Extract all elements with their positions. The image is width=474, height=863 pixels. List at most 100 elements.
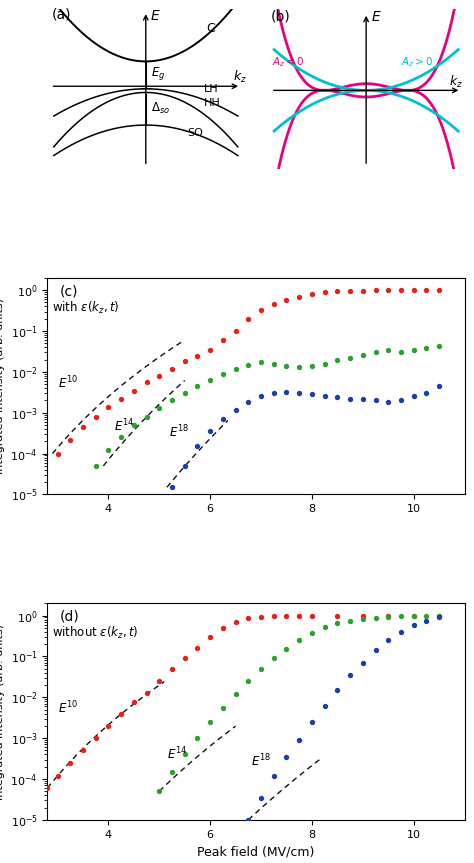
Point [410,389,418,403]
Point [384,395,392,409]
Point [435,339,443,353]
Point [206,630,214,644]
Point [130,419,137,432]
Point [410,609,418,623]
Point [245,612,252,626]
Point [435,379,443,393]
Text: $A_z < 0$: $A_z < 0$ [272,55,305,69]
Point [105,444,112,457]
Text: $E^{14}$: $E^{14}$ [114,418,134,434]
Point [118,431,125,444]
Point [359,656,366,670]
Point [245,674,252,688]
Point [397,609,405,623]
Point [118,707,125,721]
Point [92,459,100,473]
Point [295,733,303,746]
Point [384,610,392,624]
Point [257,610,265,624]
Text: without $\epsilon(k_z, t)$: without $\epsilon(k_z, t)$ [53,625,139,641]
Point [384,283,392,297]
Point [321,286,328,299]
Point [423,609,430,623]
Point [118,392,125,406]
Point [308,608,316,622]
Point [334,683,341,697]
Point [66,756,74,770]
Point [79,744,87,758]
Point [232,362,239,375]
Point [130,696,137,709]
Point [257,389,265,403]
Point [194,641,201,655]
Point [295,608,303,622]
Point [232,615,239,629]
Point [257,304,265,318]
Point [397,625,405,639]
Text: $E_g$: $E_g$ [152,65,166,82]
Point [232,324,239,338]
Point [372,283,379,297]
Point [283,293,290,306]
Point [283,750,290,764]
Text: (d): (d) [60,610,80,624]
Point [423,341,430,355]
Point [181,459,189,473]
Point [155,401,163,415]
Text: HH: HH [204,98,221,108]
Point [181,387,189,400]
Text: $A_z > 0$: $A_z > 0$ [401,55,433,69]
Point [384,608,392,622]
Point [181,355,189,369]
X-axis label: Peak field (MV/cm): Peak field (MV/cm) [197,845,315,858]
Point [334,390,341,404]
Point [155,674,163,688]
Text: with $\epsilon(k_z, t)$: with $\epsilon(k_z, t)$ [53,299,120,316]
Point [295,361,303,375]
Point [334,608,341,622]
Point [346,668,354,682]
Point [270,769,278,783]
Point [66,432,74,446]
Point [181,652,189,665]
Point [410,618,418,632]
Point [206,373,214,387]
Point [206,715,214,728]
Y-axis label: Integrated intensity (arb. units): Integrated intensity (arb. units) [0,298,5,474]
Point [359,392,366,406]
Text: $E^{10}$: $E^{10}$ [57,700,78,716]
Point [372,611,379,625]
Point [257,356,265,369]
Point [321,620,328,634]
Point [372,644,379,658]
Point [334,285,341,299]
Point [194,379,201,393]
Point [155,369,163,383]
Point [194,349,201,362]
Point [44,781,51,795]
Text: $E$: $E$ [150,9,160,23]
Point [270,298,278,312]
Point [321,389,328,403]
Point [397,283,405,297]
Point [423,387,430,400]
Text: (a): (a) [52,8,72,22]
Point [346,284,354,298]
Point [295,633,303,647]
Point [372,394,379,407]
Point [397,345,405,359]
Text: (c): (c) [60,285,78,299]
Point [168,394,176,407]
Point [168,362,176,375]
Text: $E^{18}$: $E^{18}$ [170,424,190,440]
Point [54,447,61,461]
Point [283,609,290,623]
Point [308,626,316,639]
Point [219,701,227,715]
Point [219,621,227,635]
Point [54,769,61,783]
Point [130,384,137,398]
Point [346,392,354,406]
Point [308,287,316,301]
Point [334,616,341,630]
